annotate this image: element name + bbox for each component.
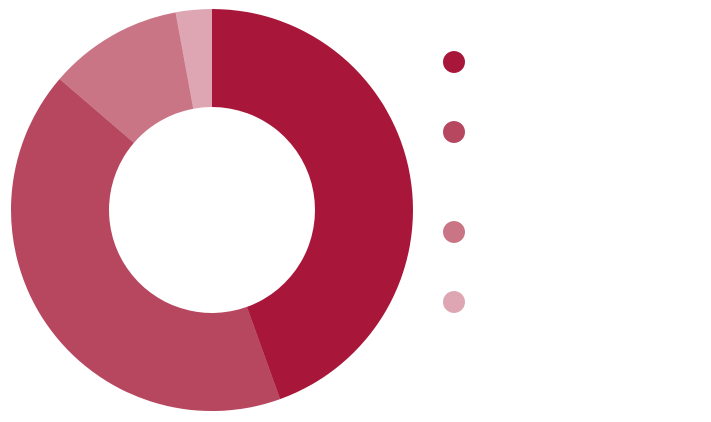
legend-marker: [443, 291, 465, 313]
donut-segment: [212, 9, 414, 400]
legend-marker: [443, 51, 465, 73]
legend-marker: [443, 121, 465, 143]
donut-segment: [59, 12, 194, 143]
donut-segment: [175, 9, 212, 109]
donut-segment: [11, 78, 281, 412]
legend-marker: [443, 221, 465, 243]
